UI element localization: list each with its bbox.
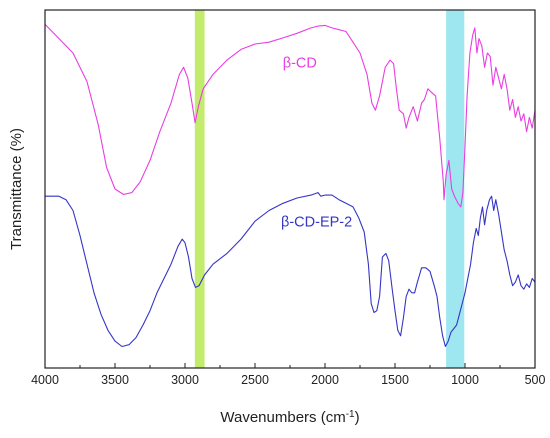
x-tick-label: 3000: [171, 373, 199, 387]
x-tick-label: 1500: [381, 373, 409, 387]
x-tick-label: 2500: [241, 373, 269, 387]
highlight-band-2: [446, 10, 465, 368]
series-layer: [44, 23, 536, 348]
x-tick-label: 3500: [101, 373, 129, 387]
x-tick-label: 500: [525, 373, 546, 387]
y-axis-title: Transmittance (%): [8, 128, 25, 250]
x-tick-label: 2000: [311, 373, 339, 387]
highlight-band-1: [194, 10, 205, 368]
series-line-beta-cd: [44, 23, 536, 208]
highlight-bands: [194, 10, 465, 368]
x-tick-label: 1000: [451, 373, 479, 387]
series-line-beta-cd-ep-2: [45, 192, 536, 348]
x-tick-label: 4000: [31, 373, 59, 387]
x-axis-title-close: ): [355, 409, 360, 426]
x-axis-title: Wavenumbers (cm-1): [220, 409, 359, 427]
x-axis-title-superscript: -1: [346, 409, 355, 420]
series-label-beta-cd: β-CD: [283, 55, 317, 71]
x-axis: 4000 3500 3000 2500 2000 1500 1000 500: [31, 363, 545, 387]
x-axis-title-main: Wavenumbers (cm: [220, 409, 345, 426]
series-label-beta-cd-ep-2: β-CD-EP-2: [281, 215, 352, 231]
series-annotations: β-CD β-CD-EP-2: [281, 55, 352, 230]
